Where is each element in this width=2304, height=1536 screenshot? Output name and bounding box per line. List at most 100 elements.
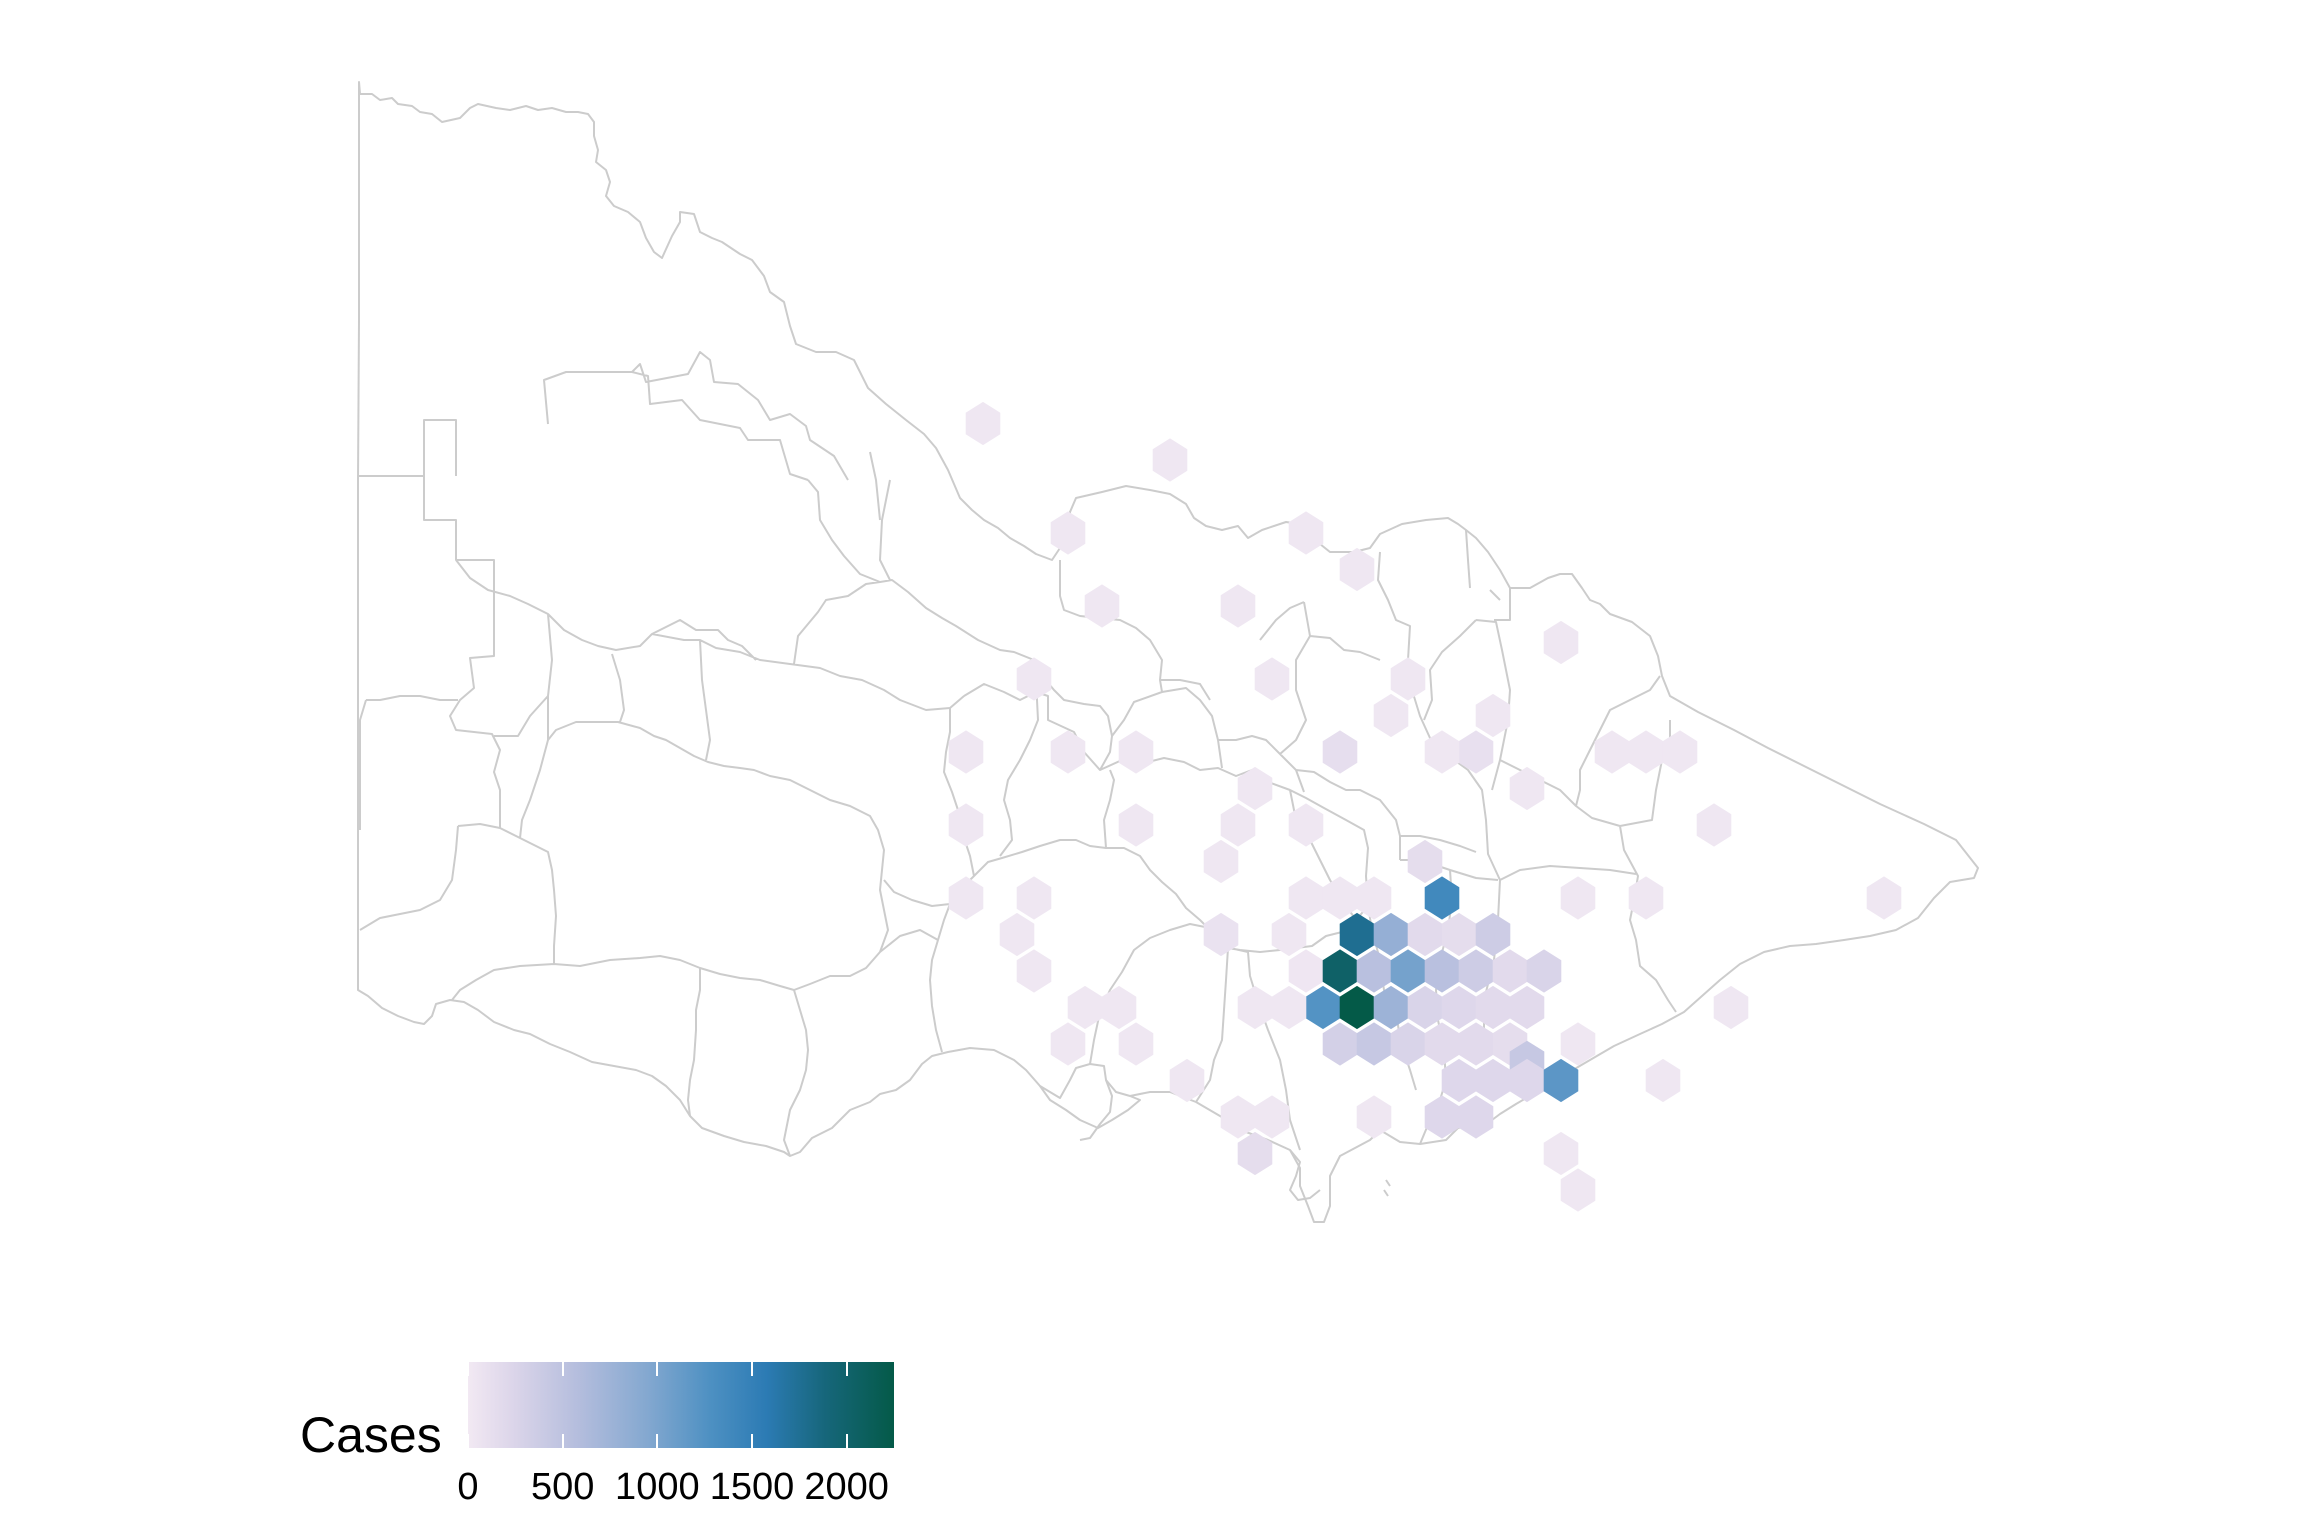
lga-boundaries (357, 81, 1979, 1223)
hexbin-cell (1254, 657, 1290, 701)
hexbin-cell (1203, 839, 1239, 884)
hexbin-cell (1067, 985, 1103, 1030)
inner-boundaries (359, 351, 1677, 1157)
hexbin-cell (1016, 876, 1052, 920)
hexbin-cell (1560, 1168, 1596, 1212)
hexbin-cell (1118, 730, 1154, 774)
hexbin-cell (1220, 1095, 1256, 1139)
hexbin-cell (1237, 766, 1273, 811)
hexbin-cell (1118, 803, 1154, 847)
hexbin-cell (1271, 912, 1307, 957)
hexbin-cell (1390, 657, 1426, 701)
hexbin-cell (1424, 1022, 1460, 1066)
hexbin-cell (1594, 730, 1630, 774)
hexbin-cell (1288, 803, 1324, 847)
hexbin-cell (1458, 1022, 1494, 1066)
hexbin-cell (1373, 985, 1409, 1030)
hexbin-cell (1866, 876, 1902, 920)
hexbin-cell (1407, 985, 1443, 1030)
hexbin-cell (1339, 912, 1375, 957)
hexbin-cell (1509, 985, 1545, 1030)
legend-tick-label: 1500 (709, 1466, 795, 1508)
hexbin-cell (948, 876, 984, 920)
hexbin-cell (1543, 1058, 1579, 1103)
legend-tick-mark (467, 1434, 469, 1448)
hexbin-cell (1118, 1022, 1154, 1066)
hexbin-cell (1475, 985, 1511, 1030)
legend-tick-mark (467, 1362, 469, 1376)
hexbin-cell (1101, 985, 1137, 1030)
hexbin-cell (1237, 1131, 1273, 1176)
hexbin-cell (1713, 985, 1749, 1030)
hexbin-cell (1560, 876, 1596, 920)
hexbin-cell (1322, 949, 1358, 993)
hexbin-cell (1373, 693, 1409, 738)
hexbin-cell (1645, 1058, 1681, 1103)
hexbin-cell (1254, 1095, 1290, 1139)
legend-tick-mark (561, 1362, 564, 1376)
legend-tick-label: 2000 (804, 1466, 889, 1508)
hexbin-cell (999, 912, 1035, 957)
hexbin-cell (1441, 912, 1477, 957)
hexbin-cell (948, 803, 984, 847)
hexbin-cell (1441, 1058, 1477, 1103)
hexbin-cell (1475, 693, 1511, 738)
hexbin-cell (1424, 949, 1460, 993)
hexbin-cell (1356, 949, 1392, 993)
hexbin-cell (965, 401, 1001, 446)
hexbin-cell (1220, 584, 1256, 628)
hexbin-cell (1390, 1022, 1426, 1066)
hexbin-cell (1271, 985, 1307, 1030)
hexbin-cell (1152, 438, 1188, 482)
hexbin-cell (1016, 657, 1052, 701)
hexbin-cell (948, 730, 984, 774)
hexbin-cell (1475, 912, 1511, 957)
hexbin-cell (1339, 547, 1375, 592)
hexbin-cell (1424, 1095, 1460, 1139)
hexbin-cell (1475, 1058, 1511, 1103)
hexbin-cell (1288, 949, 1324, 993)
hexbin-cell (1407, 912, 1443, 957)
hexbin-cell (1356, 1022, 1392, 1066)
state-outline (357, 81, 1979, 1223)
hexbin-cell (1339, 985, 1375, 1030)
hexbin-cell (1509, 1058, 1545, 1103)
hexbin-cell (1458, 1095, 1494, 1139)
hexbin-cell (1543, 620, 1579, 665)
hexbin-cell (1407, 839, 1443, 884)
hexbin-cell (1696, 803, 1732, 847)
legend-tick-mark (561, 1434, 564, 1448)
legend-tick-label: 1000 (615, 1466, 700, 1508)
hexbin-cell (1322, 1022, 1358, 1066)
hexbin-cell (1169, 1058, 1205, 1103)
hexbin-cell (1288, 511, 1324, 555)
legend-tick-mark (845, 1434, 848, 1448)
hexbin-cell (1305, 985, 1341, 1030)
hexbin-cell (1424, 876, 1460, 920)
hexbin-cell (1322, 876, 1358, 920)
hexbin-cell (1050, 1022, 1086, 1066)
hexbin-cell (1203, 912, 1239, 957)
hexbin-cell (1560, 1022, 1596, 1066)
hexbin-cell (1458, 949, 1494, 993)
hexbin-cell (1050, 511, 1086, 555)
hexbin-cell (1322, 730, 1358, 774)
hexbin-cell (1084, 584, 1120, 628)
hexbin-cell (1050, 730, 1086, 774)
legend-tick-mark (751, 1434, 753, 1448)
hexbin-cell (1373, 912, 1409, 957)
legend-tick-label: 500 (530, 1466, 595, 1508)
legend-tick-mark (656, 1434, 659, 1448)
hexbin-layer (948, 401, 1902, 1212)
hexbin-cell (1662, 730, 1698, 774)
port-phillip-bay (1039, 1079, 1141, 1141)
color-legend: Cases 0 500 1000 1500 2000 (300, 1362, 1000, 1512)
legend-title: Cases (300, 1407, 442, 1463)
hexbin-cell (1441, 985, 1477, 1030)
hexbin-cell (1628, 730, 1664, 774)
hexbin-cell (1458, 730, 1494, 774)
legend-tick-mark (751, 1362, 753, 1376)
hexbin-cell (1526, 949, 1562, 993)
legend-tick-label: 0 (457, 1466, 479, 1508)
hexbin-cell (1016, 949, 1052, 993)
